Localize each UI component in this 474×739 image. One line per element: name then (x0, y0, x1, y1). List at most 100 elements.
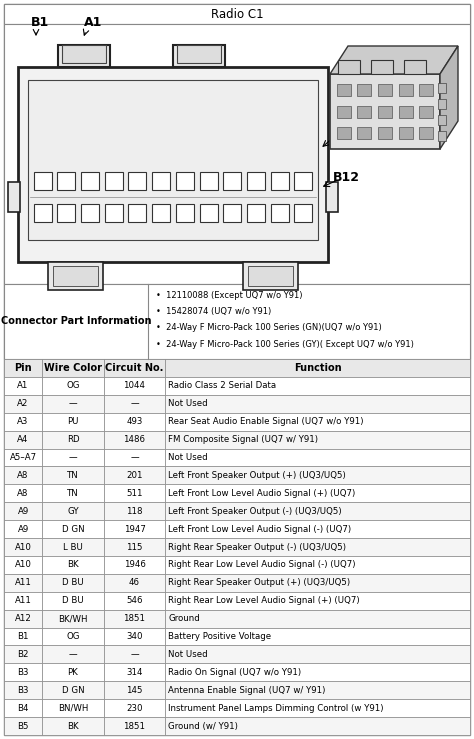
Bar (200, 204, 218, 222)
Text: —: — (130, 453, 139, 462)
Text: Radio On Signal (UQ7 w/o Y91): Radio On Signal (UQ7 w/o Y91) (168, 668, 301, 677)
Text: 145: 145 (126, 686, 143, 695)
Bar (165, 377, 470, 395)
Text: 1947: 1947 (124, 525, 146, 534)
Text: FM Composite Signal (UQ7 w/ Y91): FM Composite Signal (UQ7 w/ Y91) (168, 435, 318, 444)
Bar (173, 45, 225, 67)
Text: A8: A8 (18, 471, 29, 480)
Text: B4: B4 (18, 704, 29, 712)
Text: 1486: 1486 (124, 435, 146, 444)
Text: BK: BK (67, 721, 79, 731)
Bar (165, 627, 470, 645)
Bar (4, 681, 42, 699)
Bar (419, 127, 433, 139)
Bar (62, 45, 106, 63)
Bar (4, 645, 42, 664)
Text: Right Rear Low Level Audio Signal (-) (UQ7): Right Rear Low Level Audio Signal (-) (U… (168, 560, 356, 570)
Bar (58, 45, 110, 67)
Bar (42, 520, 104, 538)
Bar (223, 172, 241, 190)
Bar (337, 106, 351, 118)
Bar (4, 592, 42, 610)
Bar (42, 412, 104, 431)
Text: 340: 340 (126, 632, 143, 641)
Bar (48, 262, 103, 290)
Bar (28, 80, 318, 240)
Text: •  15428074 (UQ7 w/o Y91): • 15428074 (UQ7 w/o Y91) (156, 307, 271, 316)
Bar (330, 74, 440, 149)
Text: 1851: 1851 (124, 614, 146, 623)
Bar (42, 645, 104, 664)
Bar (42, 484, 104, 503)
Text: Instrument Panel Lamps Dimming Control (w Y91): Instrument Panel Lamps Dimming Control (… (168, 704, 384, 712)
Text: 1044: 1044 (124, 381, 146, 390)
Bar (419, 84, 433, 96)
Bar (165, 484, 470, 503)
Text: B12: B12 (333, 171, 360, 185)
Bar (18, 67, 328, 262)
Text: RD: RD (67, 435, 79, 444)
Bar (4, 610, 42, 627)
Bar (152, 204, 170, 222)
Bar (42, 592, 104, 610)
Text: 493: 493 (126, 418, 143, 426)
Bar (104, 412, 165, 431)
Text: —: — (69, 650, 77, 659)
Text: •  12110088 (Except UQ7 w/o Y91): • 12110088 (Except UQ7 w/o Y91) (156, 291, 302, 300)
Bar (271, 172, 289, 190)
Text: Left Front Low Level Audio Signal (+) (UQ7): Left Front Low Level Audio Signal (+) (U… (168, 488, 356, 498)
Bar (165, 395, 470, 412)
Bar (357, 106, 371, 118)
Text: —: — (130, 399, 139, 408)
Text: Right Rear Low Level Audio Signal (+) (UQ7): Right Rear Low Level Audio Signal (+) (U… (168, 596, 360, 605)
Text: Radio Class 2 Serial Data: Radio Class 2 Serial Data (168, 381, 276, 390)
Bar (104, 717, 165, 735)
Text: 546: 546 (126, 596, 143, 605)
Bar (4, 538, 42, 556)
Bar (200, 172, 218, 190)
Text: Ground (w/ Y91): Ground (w/ Y91) (168, 721, 238, 731)
Bar (165, 449, 470, 466)
Text: D GN: D GN (62, 525, 84, 534)
Bar (399, 84, 413, 96)
Bar (104, 627, 165, 645)
Text: D BU: D BU (62, 596, 84, 605)
Bar (42, 574, 104, 592)
Text: 230: 230 (126, 704, 143, 712)
Text: Left Front Speaker Output (+) (UQ3/UQ5): Left Front Speaker Output (+) (UQ3/UQ5) (168, 471, 346, 480)
Text: 46: 46 (129, 579, 140, 588)
Bar (165, 699, 470, 717)
Bar (165, 664, 470, 681)
Bar (165, 717, 470, 735)
Text: L BU: L BU (63, 542, 83, 551)
Bar (165, 359, 470, 377)
Bar (337, 127, 351, 139)
Text: A1: A1 (18, 381, 29, 390)
Text: Right Rear Speaker Output (-) (UQ3/UQ5): Right Rear Speaker Output (-) (UQ3/UQ5) (168, 542, 346, 551)
Bar (4, 699, 42, 717)
Bar (4, 556, 42, 574)
Bar (165, 466, 470, 484)
Bar (165, 645, 470, 664)
Text: Ground: Ground (168, 614, 200, 623)
Bar (165, 538, 470, 556)
Bar (42, 627, 104, 645)
Text: A11: A11 (15, 596, 32, 605)
Bar (104, 681, 165, 699)
Bar (438, 131, 446, 141)
Bar (4, 284, 470, 359)
Bar (104, 359, 165, 377)
Text: A10: A10 (15, 560, 32, 570)
Text: Connector Part Information: Connector Part Information (1, 316, 151, 327)
Text: —: — (69, 453, 77, 462)
Bar (165, 520, 470, 538)
Text: •  24-Way F Micro-Pack 100 Series (GY)( Except UQ7 w/o Y91): • 24-Way F Micro-Pack 100 Series (GY)( E… (156, 340, 414, 349)
Bar (104, 431, 165, 449)
Bar (4, 412, 42, 431)
Bar (404, 60, 426, 74)
Bar (378, 127, 392, 139)
Bar (438, 83, 446, 93)
Bar (399, 127, 413, 139)
Bar (247, 204, 265, 222)
Text: Not Used: Not Used (168, 453, 208, 462)
